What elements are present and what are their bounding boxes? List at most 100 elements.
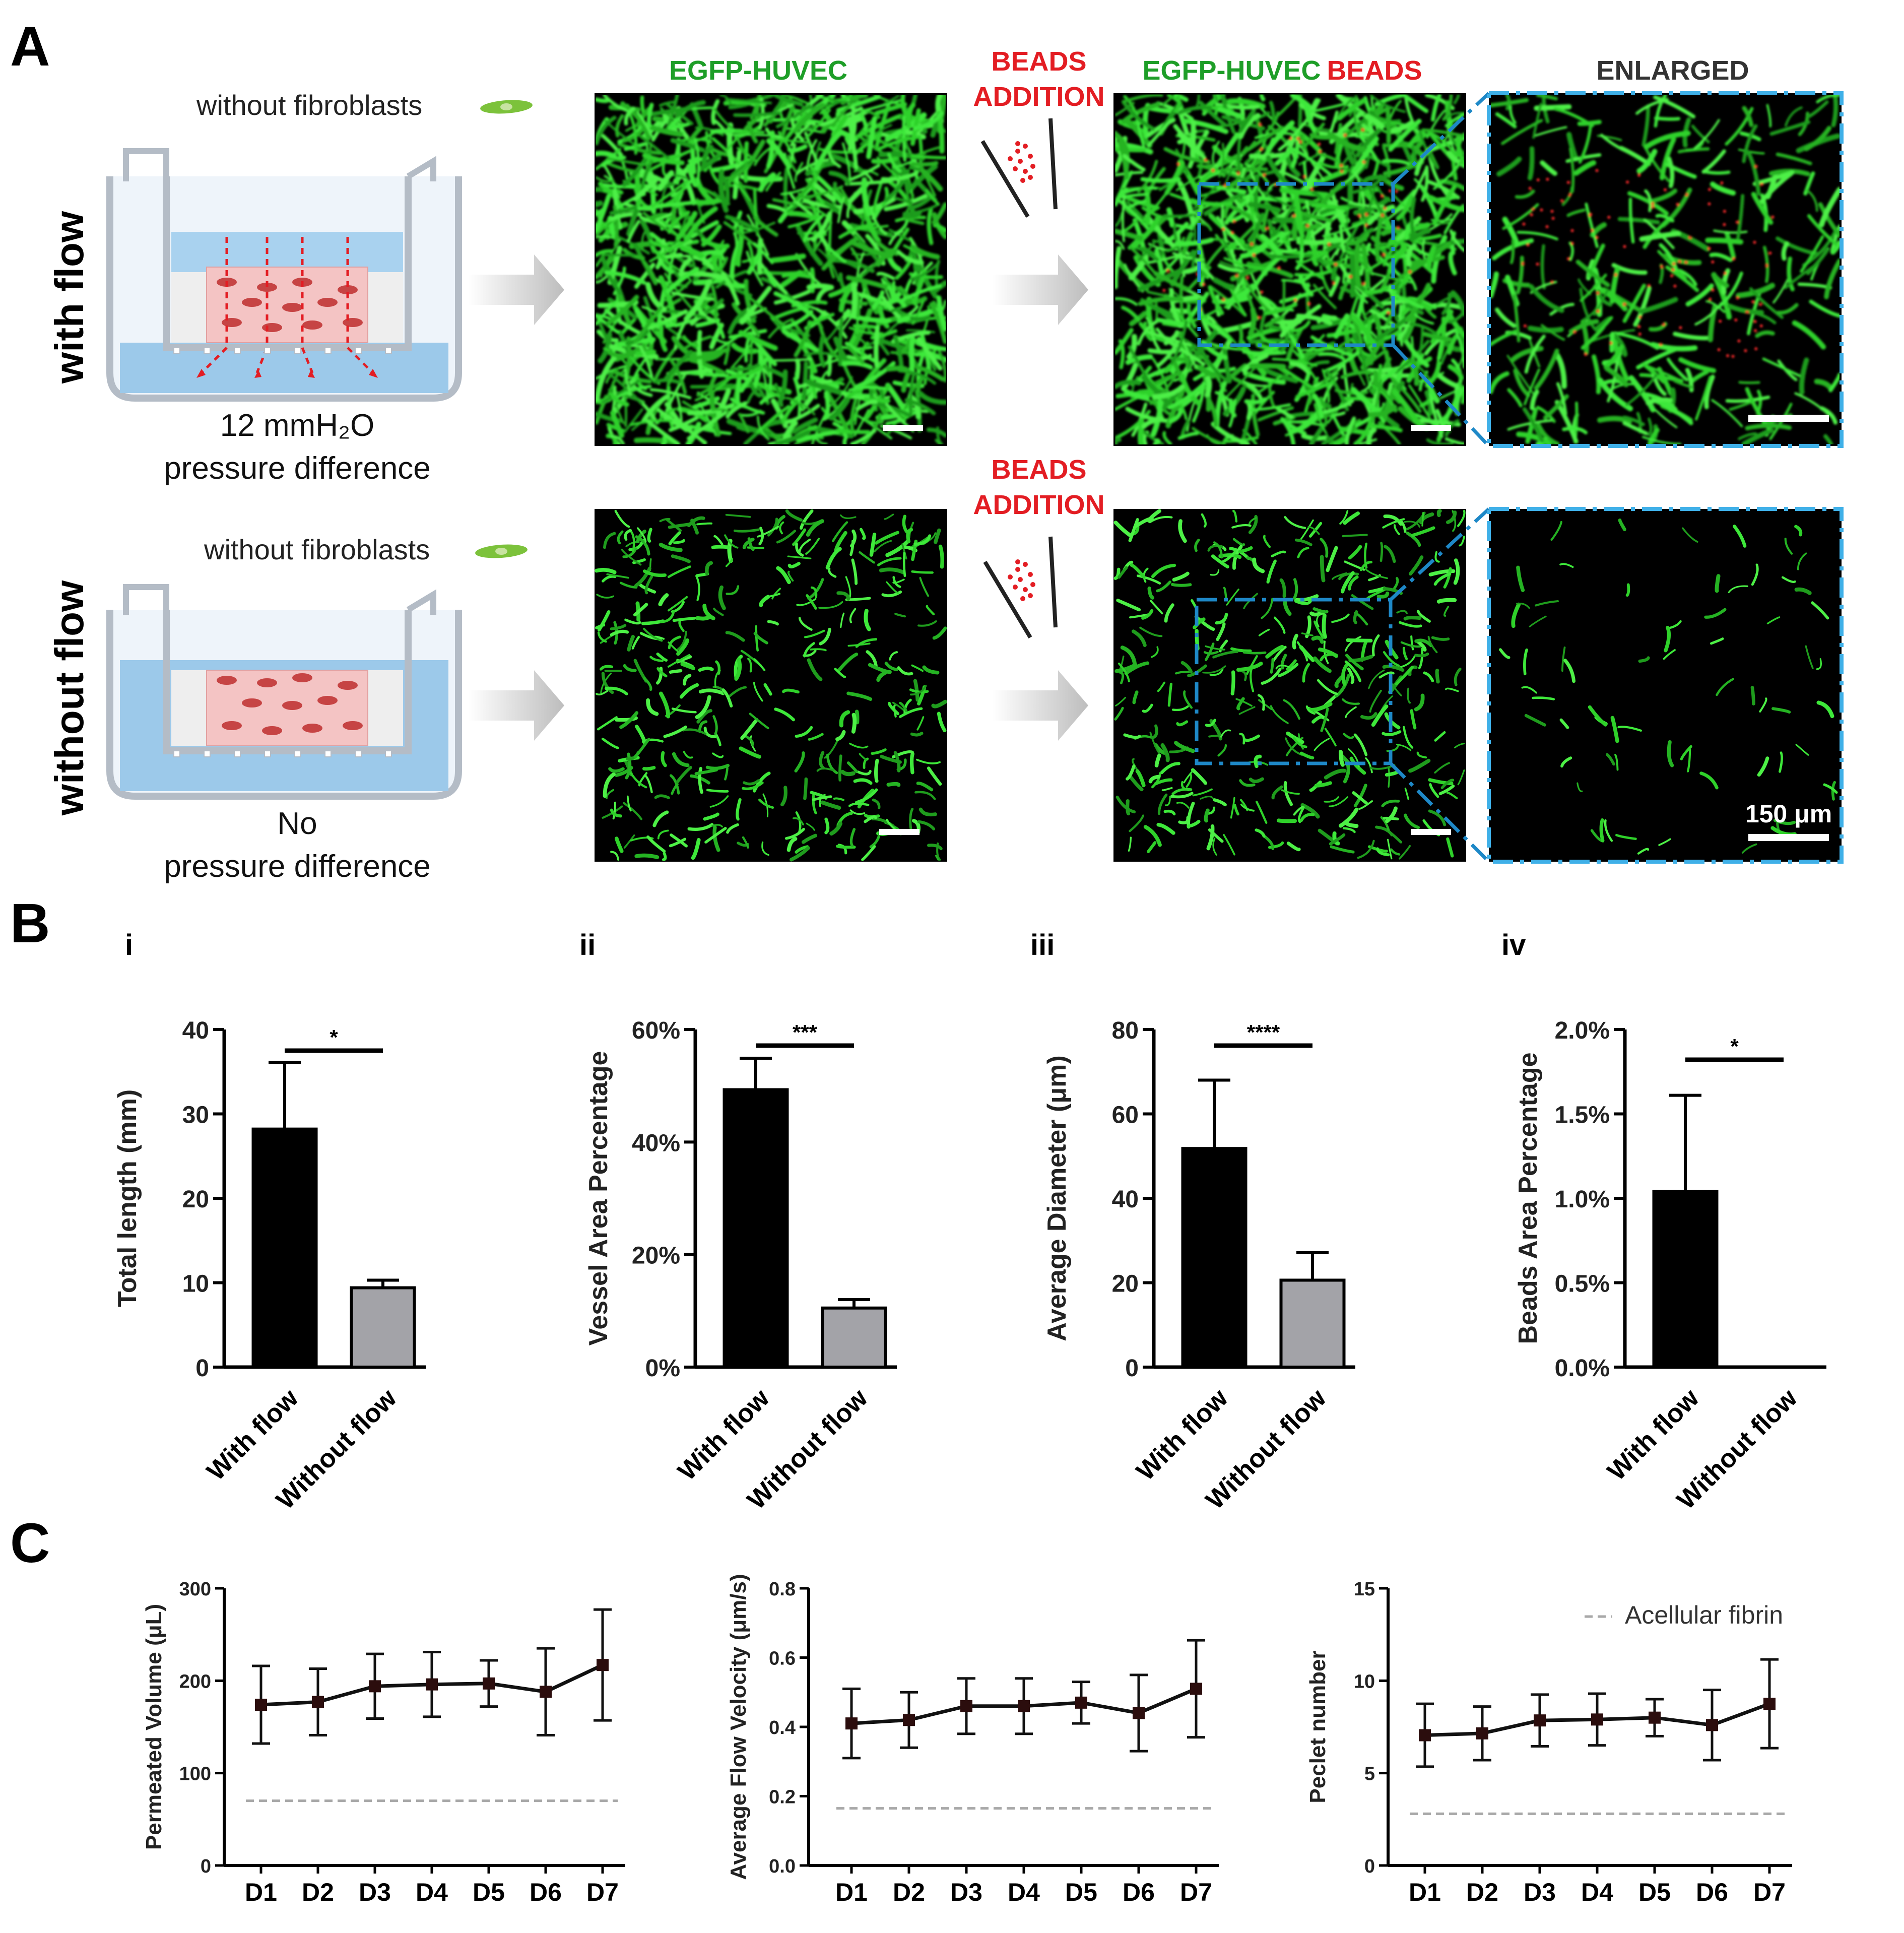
y-tick-label: 40: [182, 1017, 209, 1044]
data-point: [1075, 1696, 1087, 1709]
x-tick-label: D4: [416, 1878, 448, 1906]
x-tick-label: D3: [1524, 1878, 1556, 1906]
row-label-without-flow: without flow: [47, 580, 92, 816]
line-chart-2: 0.0 0.2 0.4 0.6 0.8 Average Flow Velocity (μm…: [726, 1574, 1219, 1906]
x-tick-label: D3: [950, 1878, 982, 1906]
fibroblast-note-top: without fibroblasts: [196, 89, 422, 121]
data-point: [1706, 1719, 1718, 1731]
y-axis-label: Total length (mm): [113, 1089, 142, 1307]
x-tick-label: D2: [893, 1878, 925, 1906]
y-tick-label: 0.4: [769, 1717, 796, 1738]
data-point: [312, 1696, 324, 1708]
scale-bar: [879, 829, 920, 835]
y-tick-label: 20: [182, 1186, 209, 1213]
micrograph-enlarged-with-flow: [1488, 93, 1843, 447]
significance-label: ****: [1247, 1020, 1280, 1044]
beads-addition-top-line2: ADDITION: [973, 82, 1105, 112]
x-tick-label: D4: [1008, 1878, 1040, 1906]
data-point: [597, 1659, 609, 1671]
y-tick-label: 300: [179, 1579, 211, 1600]
pressure-label-bottom-line1: No: [277, 806, 317, 841]
sublabel-ii: ii: [579, 929, 596, 961]
y-axis-label: Average Diameter (μm): [1042, 1055, 1072, 1341]
micrograph-enlarged-without-flow: 150 μm: [1489, 509, 1842, 862]
x-tick-label: D7: [586, 1878, 619, 1906]
y-axis-label: Permeated Volume (μL): [142, 1604, 166, 1850]
x-tick-label: D2: [1466, 1878, 1498, 1906]
x-tick-label: D5: [473, 1878, 505, 1906]
y-tick-label: 30: [182, 1102, 209, 1129]
significance-label: ***: [793, 1020, 818, 1044]
data-point: [1190, 1683, 1202, 1695]
scale-bar: [883, 425, 923, 431]
data-point: [960, 1700, 972, 1712]
y-tick-label: 0.2: [769, 1787, 796, 1808]
x-tick-label: D4: [1581, 1878, 1613, 1906]
x-tick-label: With flow: [672, 1383, 775, 1486]
y-tick-label: 0.6: [769, 1648, 796, 1669]
transwell-diagram-with-flow: [106, 148, 462, 402]
x-tick-label: With flow: [1602, 1383, 1704, 1486]
x-tick-label: D1: [835, 1878, 868, 1906]
x-tick-label: D7: [1180, 1878, 1212, 1906]
x-tick-label: D1: [1409, 1878, 1441, 1906]
merge-green-label: EGFP-HUVEC: [1142, 55, 1321, 86]
x-tick-label: D6: [1696, 1878, 1728, 1906]
data-point: [845, 1717, 858, 1730]
y-tick-label: 0.0: [769, 1856, 796, 1877]
x-tick-label: D6: [530, 1878, 562, 1906]
significance-label: *: [1730, 1035, 1739, 1058]
panel-b: i ii iii iv 0 10 20 30 40 Total length (mm) Wi…: [113, 929, 1826, 1515]
x-tick-label: With flow: [1131, 1383, 1233, 1486]
y-tick-label: 0: [1364, 1856, 1375, 1877]
y-axis-label: Vessel Area Percentage: [584, 1051, 613, 1346]
x-tick-label: D5: [1638, 1878, 1671, 1906]
y-tick-label: 200: [179, 1671, 211, 1692]
y-tick-label: 0%: [645, 1355, 680, 1382]
column-title-merge: EGFP-HUVEC BEADS: [1142, 55, 1422, 86]
y-tick-label: 0.8: [769, 1579, 796, 1600]
y-tick-label: 0: [1125, 1355, 1139, 1382]
y-axis-label: Average Flow Velocity (μm/s): [726, 1574, 751, 1880]
data-point: [1649, 1711, 1661, 1724]
x-tick-label: D7: [1753, 1878, 1786, 1906]
data-point: [1591, 1713, 1603, 1726]
significance-label: *: [330, 1025, 338, 1049]
bar: [350, 1286, 416, 1369]
sublabel-i: i: [125, 929, 133, 961]
y-tick-label: 15: [1354, 1579, 1375, 1600]
zoom-region-box: [1195, 92, 1490, 863]
panel-label-a: A: [10, 16, 50, 78]
scale-bar: [1748, 834, 1829, 841]
bar: [821, 1306, 887, 1369]
y-tick-label: 0.0%: [1555, 1355, 1610, 1382]
y-tick-label: 100: [179, 1764, 211, 1785]
data-point: [1763, 1698, 1776, 1710]
pressure-label-top-line1: 12 mmH₂O: [220, 408, 375, 443]
pressure-label-bottom-line2: pressure difference: [164, 849, 431, 884]
x-tick-label: D2: [302, 1878, 334, 1906]
beads-addition-bottom-line1: BEADS: [991, 455, 1086, 485]
data-point: [1133, 1707, 1145, 1719]
y-tick-label: 2.0%: [1555, 1017, 1610, 1044]
y-tick-label: 5: [1364, 1764, 1375, 1785]
line-chart-3: 0 5 10 15 Peclet number D1 D2 D3 D4 D5 D6 D7 Acellul…: [1305, 1579, 1792, 1906]
y-tick-label: 0: [195, 1355, 209, 1382]
data-point: [903, 1714, 915, 1726]
y-tick-label: 20%: [632, 1243, 680, 1269]
y-tick-label: 80: [1112, 1017, 1139, 1044]
data-point: [483, 1677, 495, 1690]
column-title-enlarged: ENLARGED: [1596, 55, 1749, 86]
legend-label: Acellular fibrin: [1625, 1601, 1783, 1629]
row-label-with-flow: with flow: [47, 211, 92, 384]
micrograph-merge-with-flow: [1112, 92, 1467, 447]
y-tick-label: 10: [1354, 1671, 1375, 1692]
panel-label-c: C: [10, 1512, 50, 1574]
data-point: [1476, 1727, 1488, 1739]
data-point: [369, 1680, 381, 1693]
scale-bar: [1411, 829, 1451, 835]
y-tick-label: 40%: [632, 1130, 680, 1156]
y-axis-label: Beads Area Percentage: [1514, 1052, 1543, 1344]
